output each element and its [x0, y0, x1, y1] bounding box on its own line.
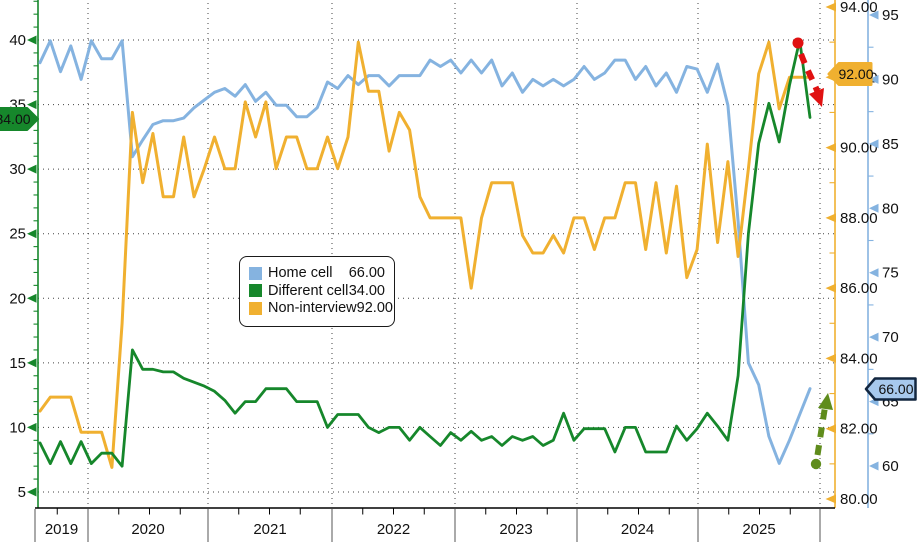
blue-axis-tick-label: 80 — [882, 200, 899, 217]
left-axis-tick-arrow — [27, 35, 37, 45]
orange-axis-tick-arrow — [825, 213, 836, 223]
rise-arrowhead — [818, 393, 833, 410]
different-cell-value-tag: 34.00 — [0, 107, 39, 131]
left-axis-tick-arrow — [27, 487, 37, 497]
chart-generated-layer: 40353025201510594.0092.0090.0088.0086.00… — [9, 0, 899, 542]
blue-axis-tick-arrow — [869, 332, 879, 342]
blue-axis-tick-arrow — [869, 10, 879, 20]
legend-item-home-cell: Home cell 66.00 — [249, 266, 385, 281]
different-cell-line — [38, 38, 812, 468]
home-cell-tag-value: 66.00 — [878, 381, 913, 397]
left-axis-tick-arrow — [27, 293, 37, 303]
legend-value: 92.00 — [356, 300, 393, 316]
different-cell-tag-value: 34.00 — [0, 111, 31, 127]
different-cell-tag-shape — [0, 107, 39, 131]
left-axis-tick-label: 20 — [9, 290, 26, 307]
x-axis-year-label: 2022 — [377, 521, 410, 538]
decline-arrow-dot — [792, 37, 804, 49]
legend: Home cell 66.00 Different cell 34.00 Non… — [239, 256, 395, 327]
home-cell-swatch — [249, 266, 262, 280]
orange-axis-tick-arrow — [825, 494, 836, 504]
legend-item-non-interview: Non-interview 92.00 — [249, 300, 393, 316]
blue-axis-tick-arrow — [869, 74, 879, 84]
x-axis-year-label: 2025 — [742, 521, 775, 538]
left-axis-tick-arrow — [27, 358, 37, 368]
projected-rise-arrow — [810, 393, 833, 470]
blue-axis-tick-arrow — [869, 461, 879, 471]
blue-axis-tick-label: 75 — [882, 265, 899, 282]
blue-axis-tick-label: 60 — [882, 458, 899, 475]
blue-axis-tick-label: 90 — [882, 71, 899, 88]
left-axis-tick-label: 25 — [9, 226, 26, 243]
left-axis-tick-arrow — [27, 422, 37, 432]
left-axis-tick-arrow — [27, 229, 37, 239]
left-axis-tick-label: 30 — [9, 161, 26, 178]
orange-axis-tick-label: 80.00 — [840, 491, 878, 508]
x-axis-year-label: 2023 — [499, 521, 532, 538]
orange-axis-tick-label: 94.00 — [840, 0, 878, 16]
left-axis-tick-label: 10 — [9, 419, 26, 436]
blue-axis-tick-arrow — [869, 268, 879, 278]
decline-arrow-shaft — [798, 52, 821, 95]
left-axis-tick-label: 40 — [9, 32, 26, 49]
orange-axis-tick-label: 82.00 — [840, 421, 878, 438]
legend-label: Non-interview — [268, 300, 357, 316]
orange-axis-tick-arrow — [825, 353, 836, 363]
legend-value: 34.00 — [348, 282, 385, 299]
rise-arrow-dot — [810, 458, 822, 470]
orange-axis-tick-label: 86.00 — [840, 280, 878, 297]
projected-decline-arrow — [792, 37, 824, 107]
x-axis-year-label: 2021 — [253, 521, 286, 538]
legend-label: Home cell — [268, 265, 333, 281]
non-interview-tag-shape — [827, 62, 873, 86]
blue-axis-tick-label: 70 — [882, 329, 899, 346]
home-cell-value-tag: 66.00 — [864, 377, 917, 401]
different-cell-swatch — [249, 284, 262, 298]
x-axis-year-label: 2019 — [45, 521, 78, 538]
non-interview-line — [38, 40, 812, 469]
orange-axis-tick-label: 90.00 — [840, 140, 878, 157]
orange-axis-tick-label: 84.00 — [840, 350, 878, 367]
non-interview-value-tag: 92.00 — [827, 62, 874, 86]
rise-arrow-shaft — [814, 406, 828, 456]
left-axis-tick-arrow — [27, 100, 37, 110]
orange-axis-tick-arrow — [825, 283, 836, 293]
legend-value: 66.00 — [348, 265, 385, 281]
non-interview-tag-value: 92.00 — [838, 66, 873, 82]
blue-axis-tick-arrow — [869, 203, 879, 213]
orange-axis-tick-arrow — [825, 2, 836, 12]
non-interview-swatch — [249, 301, 262, 315]
x-axis-year-label: 2020 — [131, 521, 164, 538]
blue-axis-tick-label: 85 — [882, 136, 899, 153]
home-cell-line — [38, 39, 812, 465]
decline-arrowhead — [809, 88, 824, 107]
x-axis-year-label: 2024 — [621, 521, 654, 538]
home-cell-tag-shape — [864, 377, 917, 401]
left-axis-tick-label: 15 — [9, 355, 26, 372]
left-axis-tick-label: 5 — [18, 484, 26, 501]
legend-label: Different cell — [268, 282, 349, 299]
orange-axis-tick-arrow — [825, 143, 836, 153]
legend-item-different-cell: Different cell 34.00 — [249, 282, 385, 299]
blue-axis-tick-label: 95 — [882, 7, 899, 24]
left-axis-tick-arrow — [27, 164, 37, 174]
orange-axis-tick-arrow — [825, 424, 836, 434]
blue-axis-tick-arrow — [869, 139, 879, 149]
orange-axis-tick-label: 88.00 — [840, 210, 878, 227]
